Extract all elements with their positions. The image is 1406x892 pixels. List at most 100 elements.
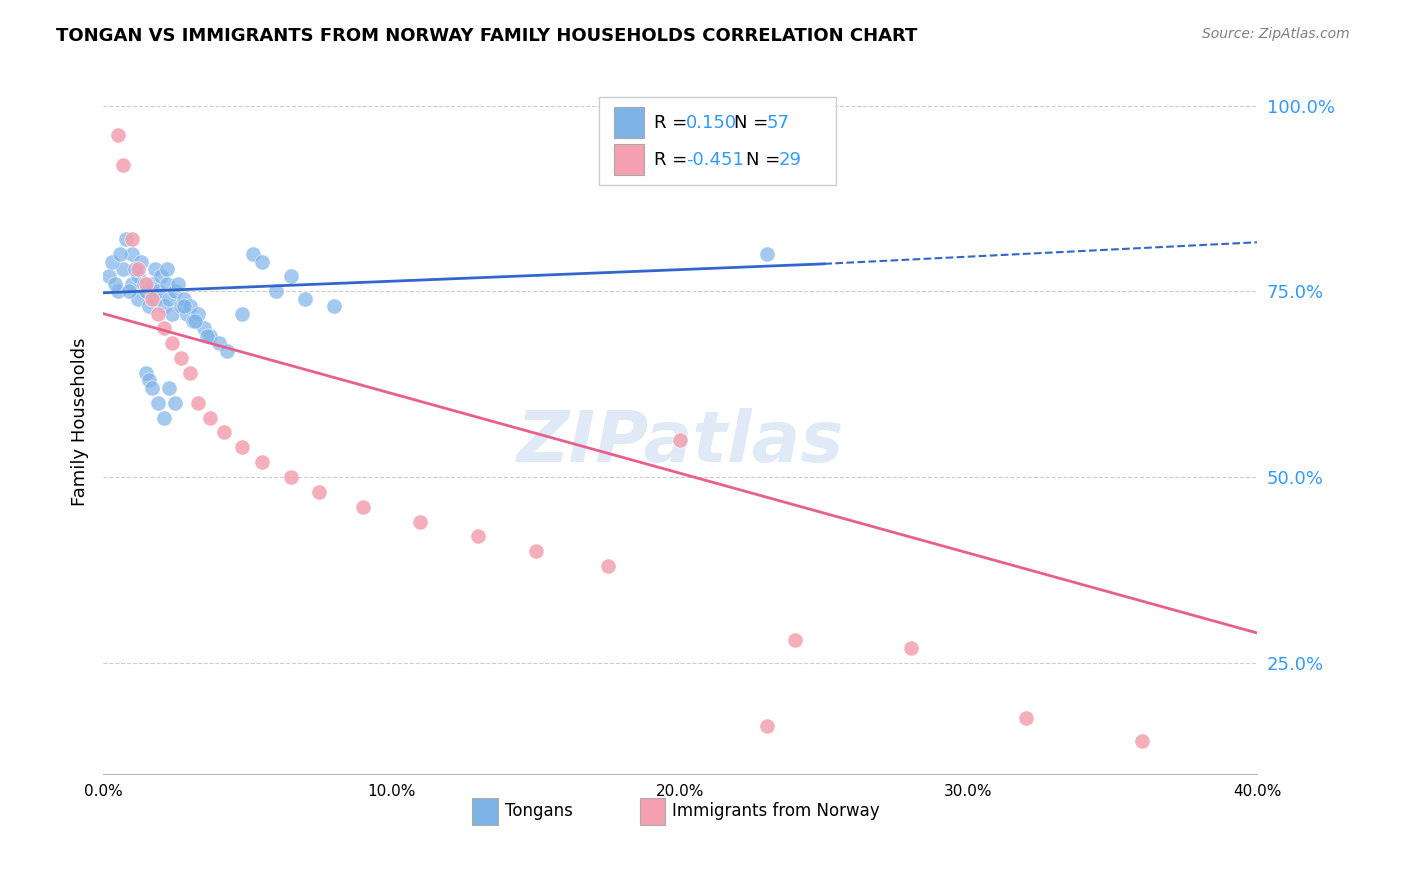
Text: 0.150: 0.150 — [686, 114, 737, 132]
Point — [669, 433, 692, 447]
Point — [755, 247, 778, 261]
Point — [217, 343, 239, 358]
Point — [524, 544, 547, 558]
Point — [152, 321, 174, 335]
Point — [115, 232, 138, 246]
Point — [129, 254, 152, 268]
Point — [124, 262, 146, 277]
Point — [165, 395, 187, 409]
Point — [141, 381, 163, 395]
Point — [170, 351, 193, 366]
Point — [179, 299, 201, 313]
Point — [152, 410, 174, 425]
Text: 57: 57 — [766, 114, 790, 132]
Point — [121, 277, 143, 291]
Point — [167, 277, 190, 291]
FancyBboxPatch shape — [640, 798, 665, 825]
Point — [280, 269, 302, 284]
Point — [138, 373, 160, 387]
Point — [132, 277, 155, 291]
Point — [159, 381, 181, 395]
Point — [107, 128, 129, 143]
Point — [181, 314, 204, 328]
Point — [280, 470, 302, 484]
Point — [112, 262, 135, 277]
Text: R =: R = — [654, 151, 693, 169]
Point — [1130, 733, 1153, 747]
Point — [264, 285, 287, 299]
Point — [187, 307, 209, 321]
Point — [596, 559, 619, 574]
Point — [173, 292, 195, 306]
Point — [187, 395, 209, 409]
Point — [176, 307, 198, 321]
Point — [231, 440, 253, 454]
Point — [97, 269, 120, 284]
Point — [250, 455, 273, 469]
Point — [141, 277, 163, 291]
FancyBboxPatch shape — [614, 107, 644, 138]
Point — [135, 277, 157, 291]
FancyBboxPatch shape — [472, 798, 498, 825]
Point — [121, 247, 143, 261]
Point — [308, 484, 330, 499]
Point — [785, 633, 807, 648]
Point — [110, 247, 132, 261]
Point — [193, 321, 215, 335]
Point — [250, 254, 273, 268]
Point — [162, 307, 184, 321]
Y-axis label: Family Households: Family Households — [72, 337, 89, 506]
Point — [155, 277, 177, 291]
Text: N =: N = — [734, 114, 775, 132]
Point — [141, 292, 163, 306]
Point — [127, 262, 149, 277]
Point — [214, 425, 236, 440]
Point — [143, 262, 166, 277]
Point — [170, 299, 193, 313]
Point — [135, 366, 157, 380]
Point — [155, 262, 177, 277]
Point — [121, 232, 143, 246]
Point — [112, 158, 135, 172]
Text: Immigrants from Norway: Immigrants from Norway — [672, 803, 880, 821]
Point — [755, 719, 778, 733]
Point — [104, 277, 127, 291]
Text: -0.451: -0.451 — [686, 151, 744, 169]
Point — [179, 366, 201, 380]
Point — [352, 500, 374, 514]
Point — [195, 329, 218, 343]
Text: ZIPatlas: ZIPatlas — [516, 408, 844, 477]
Text: 29: 29 — [778, 151, 801, 169]
Point — [149, 269, 172, 284]
Point — [242, 247, 264, 261]
Point — [184, 314, 207, 328]
Point — [173, 299, 195, 313]
Text: R =: R = — [654, 114, 693, 132]
Point — [118, 285, 141, 299]
Text: Tongans: Tongans — [505, 803, 572, 821]
Point — [1015, 711, 1038, 725]
Point — [146, 285, 169, 299]
Point — [198, 329, 221, 343]
FancyBboxPatch shape — [614, 144, 644, 175]
Point — [198, 410, 221, 425]
Point — [162, 336, 184, 351]
Point — [159, 292, 181, 306]
Point — [467, 529, 489, 543]
Point — [138, 299, 160, 313]
Point — [143, 292, 166, 306]
Point — [135, 285, 157, 299]
Text: N =: N = — [745, 151, 786, 169]
Point — [127, 269, 149, 284]
Point — [294, 292, 316, 306]
Point — [231, 307, 253, 321]
Point — [101, 254, 124, 268]
Point — [207, 336, 229, 351]
Point — [165, 285, 187, 299]
Point — [107, 285, 129, 299]
Text: TONGAN VS IMMIGRANTS FROM NORWAY FAMILY HOUSEHOLDS CORRELATION CHART: TONGAN VS IMMIGRANTS FROM NORWAY FAMILY … — [56, 27, 918, 45]
Point — [146, 395, 169, 409]
FancyBboxPatch shape — [599, 96, 835, 185]
Point — [146, 307, 169, 321]
Point — [127, 292, 149, 306]
